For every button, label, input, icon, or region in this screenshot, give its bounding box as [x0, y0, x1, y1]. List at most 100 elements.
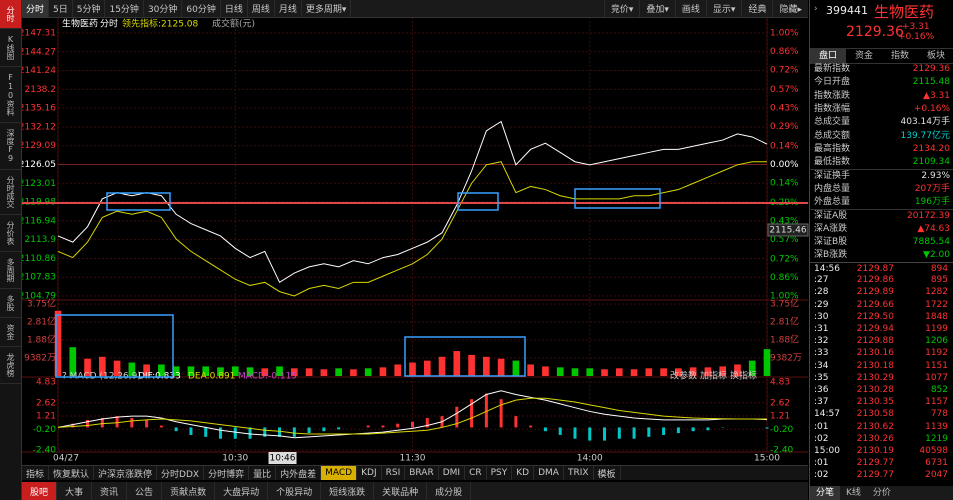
highlight-box — [574, 188, 661, 209]
toolbar-button[interactable]: 分时 — [22, 0, 50, 17]
sidebar-tab[interactable]: 分时成交 — [0, 170, 21, 215]
tick-row: :35 2130.29 1077 — [810, 372, 953, 385]
toolbar-button[interactable]: 画线 — [674, 0, 706, 17]
tick-row: :02 2129.77 2047 — [810, 469, 953, 482]
indicator-tab[interactable]: 内外盘差 — [276, 466, 322, 480]
tick-row: :01 2129.77 6731 — [810, 457, 953, 470]
macd-bar — [396, 423, 400, 428]
toolbar-button[interactable]: 经典 — [741, 0, 772, 17]
quote-tab[interactable]: 指数 — [890, 51, 909, 61]
stat-row: 深B涨跌 ▼2.00 — [810, 249, 953, 262]
tick-row: :32 2129.88 1206 — [810, 335, 953, 348]
indicator-tab[interactable]: 量比 — [249, 466, 277, 480]
indicator-tab[interactable]: BRAR — [405, 466, 439, 480]
tick-price: 2129.77 — [856, 458, 894, 469]
macd-line — [57, 397, 768, 435]
indicator-tabs: 指标 恢复默认 沪深京涨跌停 分时DDX 分时博弈 量比 内外盘差 MACD KDJ RSI BRA… — [22, 465, 808, 480]
volume-bar — [704, 367, 712, 376]
sidebar-tab[interactable]: 多周期 — [0, 252, 21, 289]
indicator-tab[interactable]: KD — [512, 466, 535, 480]
sidebar-tab[interactable]: 深度F9 — [0, 123, 21, 170]
indicator-tab[interactable]: MACD — [321, 466, 358, 480]
macd-bar — [322, 427, 326, 432]
volume-bar — [468, 354, 475, 376]
indicator-tab[interactable]: 沪深京涨跌停 — [94, 466, 158, 480]
sidebar-tab[interactable]: K线图 — [0, 29, 21, 67]
bottom-tab[interactable]: 资讯 — [92, 482, 128, 500]
sidebar-tab[interactable]: 多股 — [0, 289, 21, 318]
toolbar-button[interactable]: 日线 — [221, 0, 248, 17]
indicator-tab[interactable]: RSI — [382, 466, 406, 480]
quote-bottom-tab[interactable]: 分价 — [872, 488, 891, 498]
tick-time: :29 — [814, 299, 829, 310]
quote-bottom-tab[interactable]: K线 — [846, 488, 861, 498]
toolbar-button[interactable]: 周线 — [248, 0, 275, 17]
toolbar-button[interactable]: 更多周期▾ — [302, 0, 352, 17]
bottom-tab[interactable]: 大盘异动 — [215, 482, 269, 500]
chart-title: 生物医药 — [62, 18, 98, 30]
collapse-arrow[interactable]: › — [814, 4, 818, 14]
indicator-tab[interactable]: TRIX — [564, 466, 594, 480]
stat-row: 最高指数 2134.20 — [810, 143, 953, 156]
stat-value: ▼2.00 — [923, 250, 950, 261]
bottom-tab[interactable]: 个股异动 — [268, 482, 322, 500]
chart-bg — [22, 17, 808, 465]
sidebar-tab[interactable]: 龙虎榜 — [0, 347, 21, 384]
quote-bottom-tab[interactable]: 分笔 — [810, 486, 841, 500]
tick-time: :02 — [814, 470, 829, 481]
quote-tab[interactable]: 资金 — [854, 51, 873, 61]
toolbar-button[interactable]: 15分钟 — [105, 0, 144, 17]
indicator-tab[interactable]: 指标 — [22, 466, 50, 480]
highlight-box — [55, 314, 174, 378]
y-tick-label: 2138.2 — [25, 85, 57, 95]
bottom-tab[interactable]: 贡献点数 — [162, 482, 216, 500]
indicator-tab[interactable]: 恢复默认 — [49, 466, 95, 480]
indicator-tab[interactable]: 分时博弈 — [204, 466, 250, 480]
indicator-tab[interactable]: KDJ — [357, 466, 382, 480]
indicator-tab[interactable]: DMI — [439, 466, 466, 480]
indicator-tab[interactable]: CR — [465, 466, 487, 480]
tick-row: :37 2130.35 1157 — [810, 396, 953, 409]
quote-tab[interactable]: 板块 — [926, 51, 945, 61]
toolbar-button[interactable]: 竞价▾ — [603, 0, 640, 17]
volume-bar — [601, 369, 608, 376]
quote-tab[interactable]: 盘口 — [810, 49, 846, 63]
bottom-tab[interactable]: 股吧 — [22, 482, 58, 500]
toolbar-button[interactable]: 月线 — [275, 0, 302, 17]
sidebar-tab[interactable]: 资金 — [0, 318, 21, 347]
y-tick-label: 2113.9 — [25, 235, 57, 245]
bottom-tab[interactable]: 关联品种 — [374, 482, 428, 500]
tick-price: 2130.62 — [856, 421, 894, 432]
toolbar-button[interactable]: 5分钟 — [73, 0, 106, 17]
tick-row: :01 2130.62 1139 — [810, 421, 953, 434]
indicator-tab[interactable]: 模板 — [594, 466, 621, 480]
bottom-tab[interactable]: 成分股 — [427, 482, 472, 500]
stat-row: 深A涨跌 ▲74.63 — [810, 223, 953, 236]
toolbar-button[interactable]: 显示▾ — [705, 0, 742, 17]
toolbar-right: 竞价▾ 叠加▾ 画线 显示▾ 经典 隐藏▸ — [603, 0, 808, 17]
stat-label: 最新指数 — [814, 64, 851, 74]
indicator-tab[interactable]: 分时DDX — [157, 466, 205, 480]
indicator-tab[interactable]: DMA — [534, 466, 564, 480]
stat-value: 20172.39 — [907, 211, 950, 222]
cursor-price: 2115.46 — [769, 226, 806, 236]
sidebar-tab[interactable]: 分时 — [0, 0, 21, 29]
sidebar-tab[interactable]: F10资料 — [0, 67, 21, 123]
toolbar-button[interactable]: 叠加▾ — [639, 0, 675, 17]
toolbar-button[interactable]: 隐藏▸ — [772, 0, 808, 17]
volume-bar — [276, 366, 283, 376]
toolbar-button[interactable]: 30分钟 — [144, 0, 183, 17]
bottom-tab[interactable]: 公告 — [127, 482, 163, 500]
sidebar-tab[interactable]: 分价表 — [0, 215, 21, 252]
bottom-tab[interactable]: 大事 — [57, 482, 93, 500]
indicator-tab[interactable]: PSY — [487, 466, 513, 480]
stat-row: 指数涨跌 ▲3.31 — [810, 90, 953, 103]
volume-bar — [512, 360, 520, 376]
y2-tick-label: 0.43% — [770, 217, 799, 227]
tick-row: :36 2130.28 852 — [810, 384, 953, 397]
bottom-tab[interactable]: 短线涨跌 — [321, 482, 375, 500]
toolbar-button[interactable]: 60分钟 — [182, 0, 221, 17]
toolbar-button[interactable]: 5日 — [49, 0, 73, 17]
volume-bar — [231, 366, 239, 376]
toolbar: 分时 5日 5分钟 15分钟 30分钟 60分钟 日线 周线 月线 更多周期▾ 竞价▾ 叠加▾ 画线 显示… — [22, 0, 808, 18]
